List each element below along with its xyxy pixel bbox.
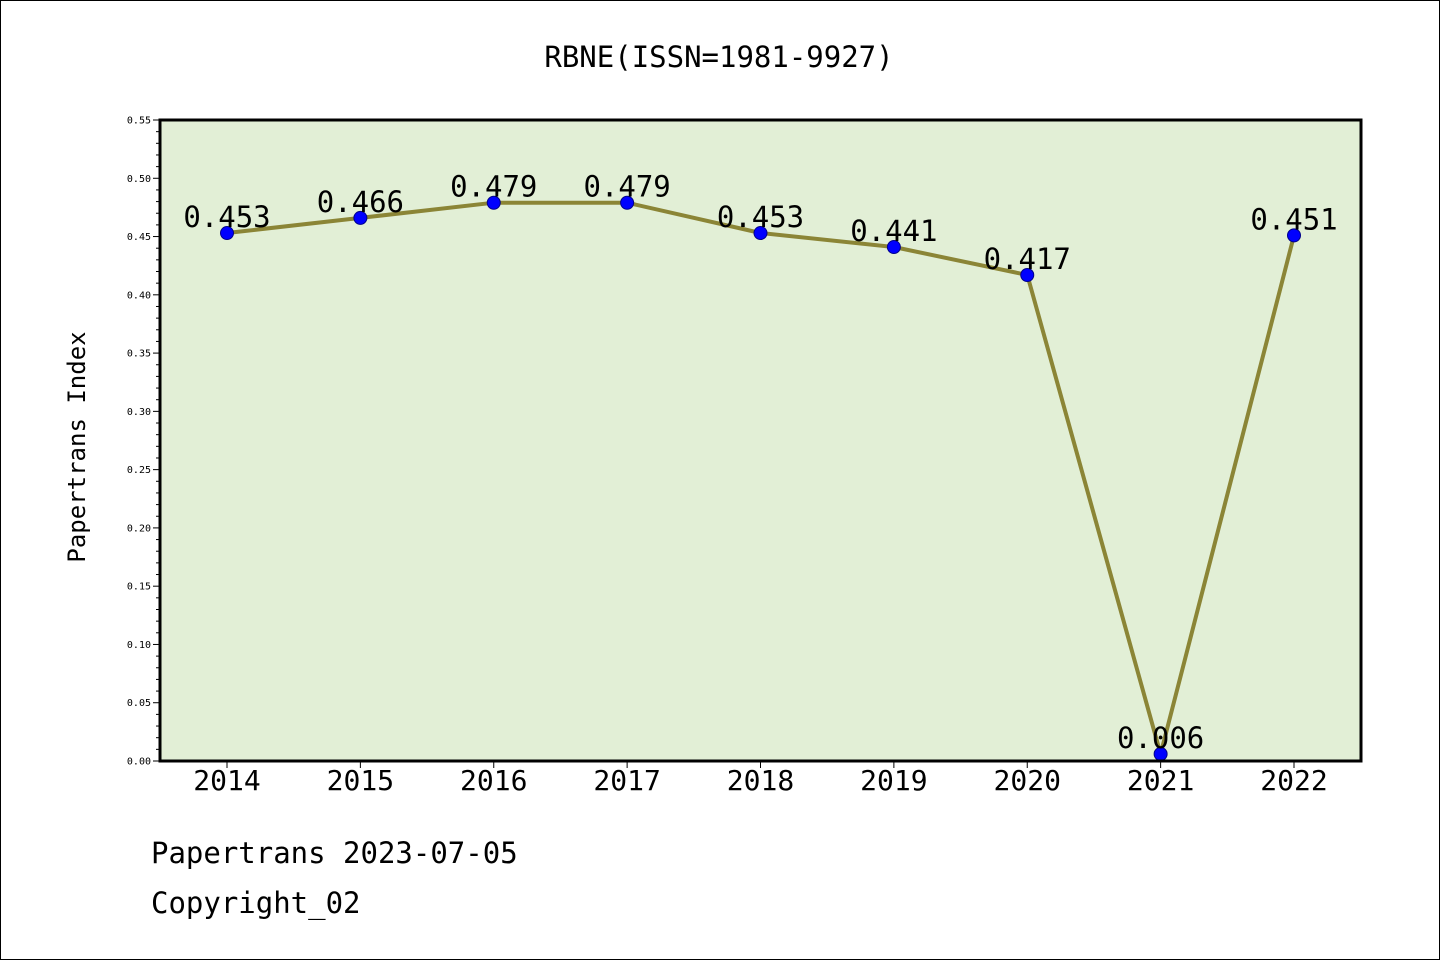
footer-date: Papertrans 2023-07-05 [151,836,518,870]
x-tick-label: 2015 [327,764,394,797]
y-tick-label: 0.35 [127,349,151,360]
x-axis: 2014 2015 2016 2017 2018 2019 2020 2021 2022 [193,761,1328,797]
y-tick-label: 0.30 [127,407,151,418]
data-labels: 0.453 0.466 0.479 0.479 0.453 0.441 0.417 0.006… [183,170,1337,755]
data-point [486,195,501,210]
y-tick-label: 0.05 [127,698,151,709]
data-point [886,240,901,255]
x-tick-label: 2014 [193,764,260,797]
data-point [620,195,635,210]
data-label: 0.006 [1117,721,1204,755]
y-tick-label: 0.40 [127,290,151,301]
y-tick-label: 0.55 [127,116,151,127]
series-layer [220,195,1301,762]
y-tick-label: 0.25 [127,465,151,476]
data-point [353,210,368,225]
y-tick-label: 0.45 [127,232,151,243]
y-tick-label: 0.20 [127,523,151,534]
x-tick-label: 2018 [727,764,794,797]
data-point [220,226,234,241]
data-label: 0.451 [1250,202,1337,236]
data-point [1287,228,1301,243]
data-label: 0.441 [850,214,937,248]
y-tick-label: 0.10 [127,640,151,651]
data-label: 0.479 [583,170,670,204]
y-tick-label: 0.15 [127,582,151,593]
y-tick-label: 0.50 [127,174,151,185]
chart-title: RBNE(ISSN=1981-9927) [544,40,893,74]
y-axis: 0.00 0.05 0.10 0.15 0.20 0.25 0.30 0.35 0.40 0.45… [127,116,160,768]
x-tick-label: 2016 [460,764,527,797]
footer-copyright: Copyright_02 [151,886,361,920]
data-label: 0.417 [984,242,1071,276]
data-label: 0.466 [317,185,404,219]
x-tick-label: 2020 [994,764,1061,797]
y-axis-label: Papertrans Index [63,331,91,562]
data-label: 0.453 [183,200,270,234]
data-label: 0.479 [450,170,537,204]
data-point [1020,268,1035,283]
y-tick-label: 0.00 [127,757,151,768]
x-tick-label: 2022 [1260,764,1327,797]
x-tick-label: 2017 [593,764,660,797]
x-tick-label: 2021 [1127,764,1194,797]
data-point [753,226,768,241]
data-label: 0.453 [717,200,804,234]
x-tick-label: 2019 [860,764,927,797]
